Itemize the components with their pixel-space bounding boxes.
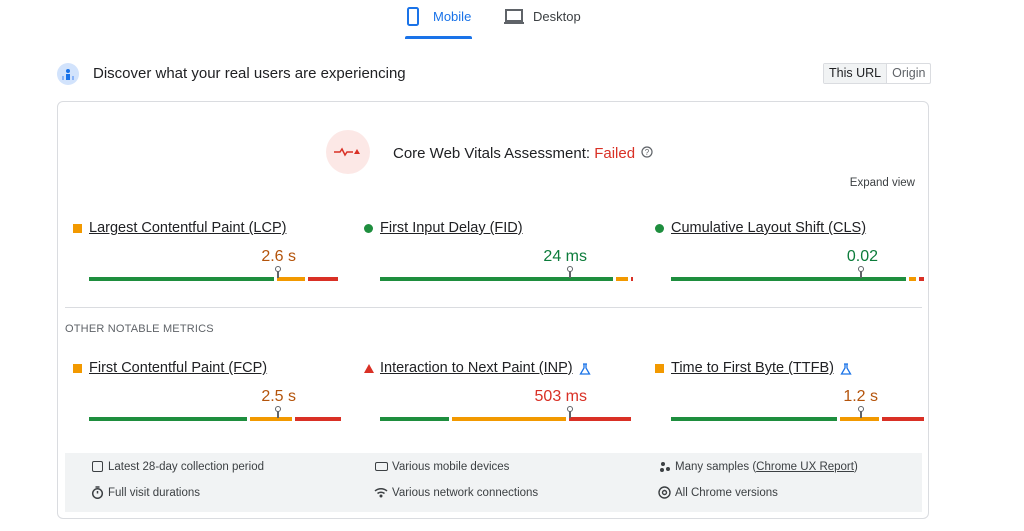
distribution-bar (380, 406, 632, 421)
footer-period: Latest 28-day collection period (108, 461, 264, 473)
timer-icon (91, 486, 104, 499)
distribution-bar (671, 406, 924, 421)
desktop-tab[interactable]: Desktop (533, 9, 581, 24)
chrome-icon (658, 486, 671, 499)
metric-name[interactable]: Largest Contentful Paint (LCP) (89, 220, 287, 236)
mobile-icon (407, 7, 419, 26)
crux-link[interactable]: Chrome UX Report (756, 461, 854, 473)
samples-icon (660, 462, 670, 472)
metric-value: 24 ms (543, 248, 587, 265)
metric-value: 2.5 s (261, 388, 296, 405)
metric-value: 503 ms (534, 388, 587, 405)
good-segment (671, 417, 837, 421)
field-data-card (57, 101, 929, 519)
metric-name[interactable]: Interaction to Next Paint (INP) (380, 360, 573, 376)
divider (65, 307, 922, 308)
devices-icon (375, 462, 388, 471)
rating-icon (73, 224, 82, 233)
poor-segment (295, 417, 341, 421)
distribution-bar (89, 406, 341, 421)
rating-icon (364, 224, 373, 233)
metric-value: 0.02 (846, 248, 878, 265)
network-icon (374, 487, 388, 498)
average-segment (616, 277, 628, 281)
toggle-origin[interactable]: Origin (892, 66, 926, 80)
distribution-bar (380, 266, 633, 281)
poor-segment (308, 277, 338, 281)
assessment-label: Core Web Vitals Assessment: (393, 145, 591, 162)
rating-icon (655, 224, 664, 233)
rating-icon (73, 364, 82, 373)
other-heading: OTHER NOTABLE METRICS (65, 323, 214, 335)
assessment-status: Failed (594, 145, 636, 162)
tab-indicator (405, 36, 472, 39)
assessment-icon (326, 130, 370, 174)
metric-name[interactable]: First Contentful Paint (FCP) (89, 360, 268, 376)
good-segment (671, 277, 906, 281)
help-icon[interactable]: ? (641, 146, 653, 158)
crux-icon (57, 63, 79, 85)
desktop-icon (504, 9, 524, 24)
poor-segment (919, 277, 924, 281)
percentile-marker (567, 406, 573, 418)
header-title: Discover what your real users are experi… (93, 65, 406, 82)
calendar-icon (92, 461, 103, 472)
footer-durations: Full visit durations (108, 487, 201, 499)
metric-value: 1.2 s (843, 388, 878, 405)
metric-name[interactable]: Cumulative Layout Shift (CLS) (671, 220, 867, 236)
poor-segment (882, 417, 924, 421)
average-segment (909, 277, 916, 281)
rating-icon (364, 364, 374, 373)
svg-text:?: ? (645, 148, 650, 157)
good-segment (89, 277, 274, 281)
percentile-marker (858, 406, 864, 418)
mobile-tab[interactable]: Mobile (433, 9, 472, 24)
metric-name[interactable]: Time to First Byte (TTFB) (671, 360, 834, 376)
good-segment (89, 417, 247, 421)
poor-segment (631, 277, 633, 281)
footer-samples: Many samples (Chrome UX Report) (675, 461, 858, 473)
rating-icon (655, 364, 664, 373)
average-segment (840, 417, 879, 421)
experimental-icon (840, 363, 852, 375)
percentile-marker (858, 266, 864, 278)
toggle-this-url[interactable]: This URL (824, 64, 888, 83)
metric-value: 2.6 s (261, 248, 296, 265)
footer-devices: Various mobile devices (392, 461, 510, 473)
poor-segment (569, 417, 631, 421)
experimental-icon (579, 363, 591, 375)
samples-suffix: ) (853, 461, 858, 473)
footer-versions: All Chrome versions (675, 487, 778, 499)
footer-box (65, 453, 922, 512)
average-segment (452, 417, 566, 421)
url-toggle: This URL Origin (823, 63, 932, 84)
percentile-marker (567, 266, 573, 278)
expand-view[interactable]: Expand view (849, 177, 915, 189)
assessment: Core Web Vitals Assessment: Failed (393, 145, 635, 162)
samples-prefix: Many samples ( (675, 461, 757, 473)
average-segment (250, 417, 292, 421)
footer-network: Various network connections (392, 487, 539, 499)
percentile-marker (275, 266, 281, 278)
distribution-bar (89, 266, 341, 281)
percentile-marker (275, 406, 281, 418)
distribution-bar (671, 266, 924, 281)
good-segment (380, 277, 613, 281)
good-segment (380, 417, 449, 421)
average-segment (277, 277, 305, 281)
metric-name[interactable]: First Input Delay (FID) (380, 220, 523, 236)
